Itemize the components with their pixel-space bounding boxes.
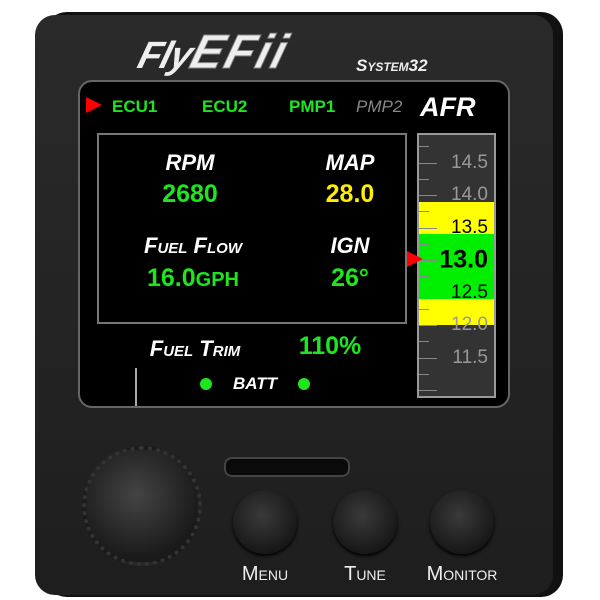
trim-indicator-line bbox=[135, 368, 137, 406]
afr-tick bbox=[419, 227, 437, 229]
batt-label: BATT bbox=[232, 374, 278, 393]
rpm-label: RPM bbox=[165, 150, 215, 175]
card-slot bbox=[224, 457, 350, 477]
brand-logo: FlyEFii bbox=[133, 26, 296, 80]
ign-label: IGN bbox=[330, 233, 370, 258]
afr-tick bbox=[419, 357, 437, 359]
afr-band bbox=[419, 234, 494, 299]
menu-label: Menu bbox=[241, 563, 289, 585]
afr-tick bbox=[419, 308, 429, 310]
map-label: MAP bbox=[325, 150, 375, 175]
afr-tick bbox=[419, 211, 429, 213]
tab-pmp2[interactable]: PMP2 bbox=[356, 97, 403, 116]
afr-tick bbox=[419, 260, 437, 261]
afr-tick bbox=[419, 178, 429, 180]
afr-label: AFR bbox=[420, 92, 476, 122]
afr-tick bbox=[419, 162, 437, 164]
afr-scale-label: 12.5 bbox=[451, 281, 488, 303]
batt-led-left-icon bbox=[200, 378, 212, 390]
tab-ecu1[interactable]: ECU1 bbox=[112, 97, 158, 116]
afr-tick bbox=[419, 146, 429, 148]
tune-label: Tune bbox=[344, 563, 386, 585]
afr-tick bbox=[419, 373, 429, 375]
tab-ecu2[interactable]: ECU2 bbox=[202, 97, 248, 116]
tab-pointer-icon bbox=[86, 97, 102, 113]
afr-scale-label: 14.0 bbox=[451, 184, 488, 205]
afr-band bbox=[419, 299, 494, 325]
menu-button[interactable] bbox=[233, 490, 297, 554]
ign-value: 26° bbox=[331, 264, 369, 292]
afr-tape: 14.5 14.0 13.5 13.0 12.5 12.0 11.5 bbox=[417, 133, 496, 398]
rpm-value: 2680 bbox=[162, 180, 218, 208]
afr-pointer-icon bbox=[407, 251, 423, 267]
afr-tick bbox=[419, 341, 429, 343]
afr-tick bbox=[419, 243, 429, 245]
monitor-label: Monitor bbox=[426, 563, 498, 585]
tab-pmp1[interactable]: PMP1 bbox=[289, 97, 336, 116]
afr-tick bbox=[419, 325, 437, 326]
model-label: System32 bbox=[356, 56, 428, 75]
fuel-flow-value: 16.0GPH bbox=[146, 264, 239, 292]
afr-band bbox=[419, 201, 494, 234]
batt-led-right-icon bbox=[298, 378, 310, 390]
tune-button[interactable] bbox=[333, 490, 397, 554]
afr-tick bbox=[419, 276, 429, 278]
fuel-flow-label: Fuel Flow bbox=[144, 233, 242, 258]
afr-scale-label: 11.5 bbox=[452, 346, 488, 368]
rotary-knob[interactable] bbox=[82, 446, 202, 566]
afr-tick bbox=[419, 292, 437, 294]
fuel-trim-label: Fuel Trim bbox=[149, 336, 241, 361]
engine-readouts-panel bbox=[97, 133, 407, 324]
afr-scale-label: 12.0 bbox=[451, 314, 488, 335]
afr-tick bbox=[419, 390, 437, 391]
afr-tick bbox=[419, 195, 437, 196]
afr-scale-label: 14.5 bbox=[451, 151, 488, 173]
afr-scale-label: 13.0 bbox=[439, 245, 488, 274]
map-value: 28.0 bbox=[325, 180, 375, 208]
monitor-button[interactable] bbox=[430, 490, 494, 554]
afr-scale-label: 13.5 bbox=[451, 216, 488, 238]
fuel-trim-value: 110% bbox=[298, 332, 362, 360]
